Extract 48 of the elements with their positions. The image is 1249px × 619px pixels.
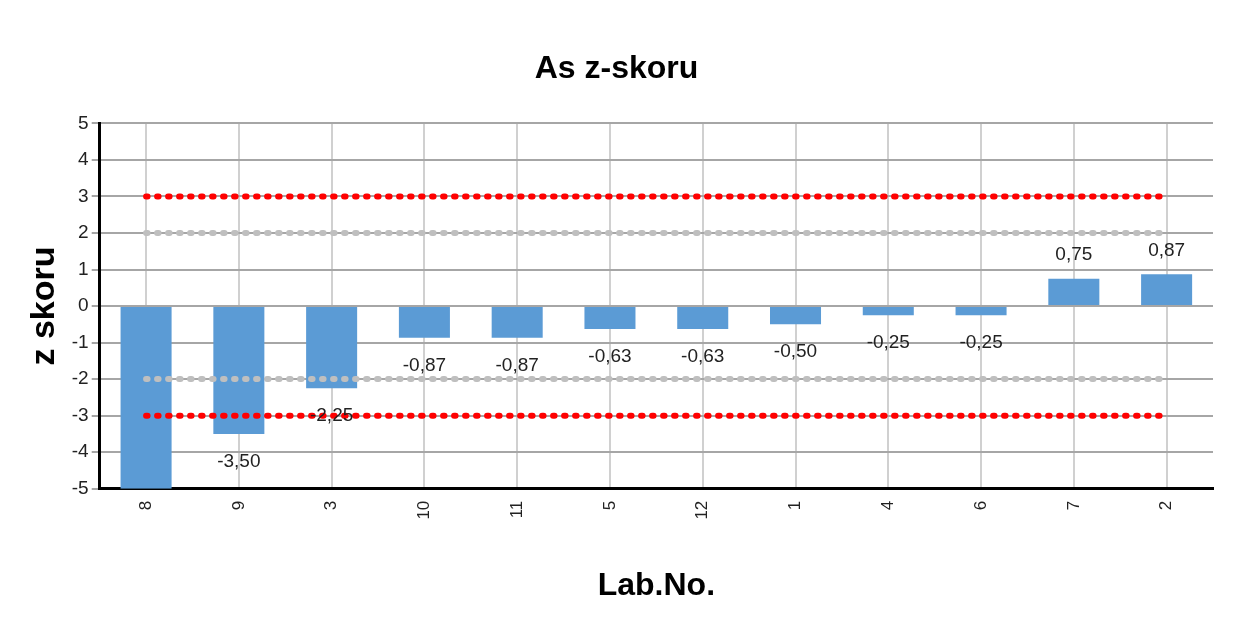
data-label: -0,25 [866, 330, 910, 352]
y-tick-label: -3 [71, 403, 89, 425]
x-tick-label: 2 [1156, 500, 1176, 511]
x-tick-label: 1 [785, 500, 805, 511]
bar [584, 307, 636, 330]
x-tick-label: 11 [506, 500, 526, 519]
data-label: 0,87 [1148, 239, 1186, 260]
bar [306, 307, 358, 389]
data-label: 0,75 [1055, 243, 1093, 265]
chart-title: As z-skoru [534, 49, 699, 86]
y-tick-label: -4 [71, 440, 90, 462]
x-tick-label: 5 [599, 500, 619, 511]
data-label: -0,63 [588, 344, 632, 366]
y-tick-label: -1 [71, 330, 89, 352]
y-tick-label: 3 [78, 184, 89, 206]
y-axis-title: z skoru [22, 246, 61, 366]
bar [120, 307, 172, 489]
bar [955, 307, 1007, 316]
data-label: -3,50 [217, 449, 261, 471]
y-tick-label: -5 [71, 476, 89, 498]
bar [491, 307, 543, 338]
x-tick-label: 12 [692, 500, 712, 520]
x-tick-label: 6 [970, 500, 990, 511]
x-tick-label: 4 [877, 500, 897, 511]
data-label: -0,87 [402, 353, 447, 375]
x-tick-label: 7 [1063, 500, 1083, 511]
data-label: -0,87 [495, 353, 539, 375]
y-tick-label: 0 [78, 294, 89, 316]
x-tick-label: 8 [135, 500, 155, 511]
bar [213, 307, 265, 434]
x-tick-label: 3 [321, 500, 341, 511]
y-tick-label: 1 [78, 257, 89, 279]
bar [398, 307, 450, 338]
y-tick-label: 2 [78, 221, 89, 243]
bar [677, 307, 729, 330]
y-tick-label: -2 [71, 367, 89, 389]
bar [1141, 274, 1193, 306]
bar [862, 307, 914, 316]
bar [1048, 278, 1100, 306]
y-tick-label: 5 [78, 111, 89, 133]
x-axis-title: Lab.No. [597, 565, 716, 602]
data-label: -0,25 [959, 330, 1003, 352]
bar [770, 307, 822, 325]
y-tick-label: 4 [78, 148, 90, 170]
data-label: -0,50 [773, 340, 818, 362]
x-tick-label: 9 [228, 500, 248, 511]
x-tick-label: 10 [414, 500, 434, 520]
data-label: -0,63 [681, 344, 725, 366]
